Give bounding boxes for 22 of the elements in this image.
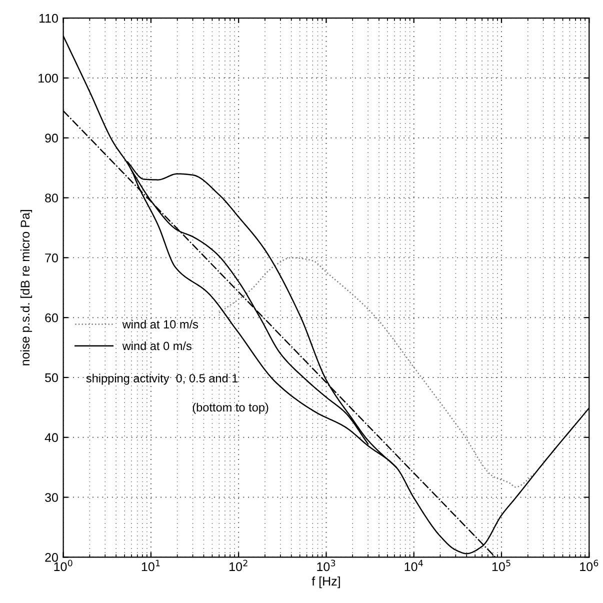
y-tick-label: 80: [45, 194, 58, 202]
annotation: shipping activity 0, 0.5 and 1: [86, 374, 238, 385]
x-tick-label: 10$^{4}$: [404, 560, 423, 572]
y-tick-label: 40: [44, 433, 58, 442]
y-tick-label: 110: [39, 14, 58, 23]
legend-label: wind at 10 m/s: [122, 320, 198, 328]
y-tick-label: 60: [45, 313, 58, 322]
x-tick-label: 10$^{6}$: [580, 560, 598, 572]
y-tick-label: 100: [38, 74, 58, 83]
x-axis-title: f [Hz]: [312, 576, 340, 588]
y-tick-label: 90: [45, 134, 58, 143]
x-tick-label: 10$^{5}$: [492, 560, 510, 572]
y-tick-label: 50: [45, 373, 58, 382]
annotation: (bottom to top): [192, 402, 268, 414]
x-tick-label: 10$^{3}$: [317, 560, 336, 572]
y-tick-label: 20: [45, 552, 58, 562]
x-tick-label: 10$^{2}$: [230, 560, 248, 572]
legend-label: wind at 0 m/s: [122, 341, 192, 350]
x-tick-label: 10$^{1}$: [142, 560, 160, 572]
y-axis-title: noise p.s.d. [dB re micro Pa]: [20, 210, 32, 366]
y-tick-label: 30: [45, 493, 58, 502]
y-tick-label: 70: [45, 253, 58, 262]
